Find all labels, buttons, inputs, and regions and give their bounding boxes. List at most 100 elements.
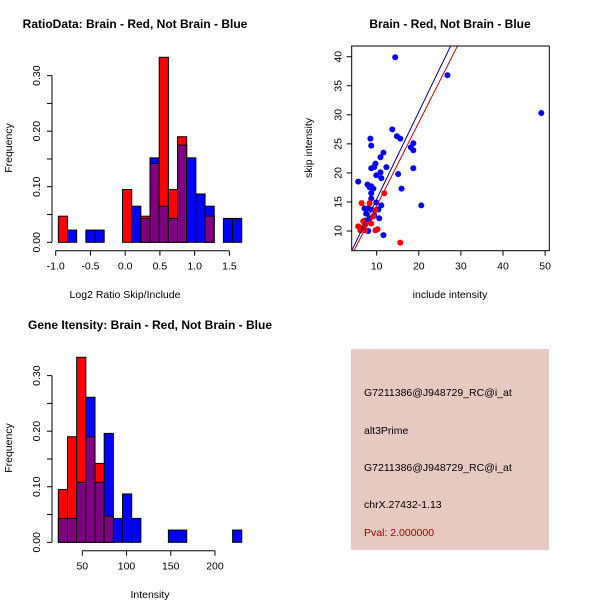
y-tick-label: 20 [333, 167, 345, 179]
overlap-bar [149, 162, 160, 243]
y-tick-label: 0.20 [31, 421, 43, 442]
blue-bar [177, 529, 188, 543]
event-type: alt3Prime [364, 425, 409, 437]
blue-fit-line [351, 46, 452, 251]
gene-intensity-histogram: Gene Itensity: Brain - Red, Not Brain - … [3, 318, 272, 600]
blue-point [398, 185, 405, 192]
blue-bar [94, 229, 105, 243]
blue-point [373, 172, 380, 179]
blue-point [380, 149, 387, 156]
probe-id: G7211386@J948729_RC@i_at [364, 387, 512, 399]
red-point [366, 200, 373, 207]
blue-point [368, 195, 375, 202]
blue-bar [186, 157, 197, 243]
x-tick-label: -1.0 [47, 261, 65, 273]
x-tick-label: 20 [413, 261, 425, 273]
overlap-bar [167, 217, 179, 243]
overlap-bar [94, 481, 105, 543]
x-tick-label: 1.5 [222, 261, 237, 273]
red-fit-line [353, 46, 459, 251]
y-tick-label: 0.00 [31, 232, 43, 253]
intensity-scatter: Brain - Red, Not Brain - Blue include in… [303, 17, 551, 301]
blue-point [378, 175, 385, 182]
x-tick-label: 150 [162, 561, 180, 573]
pval-text: Pval: 2.000000 [364, 527, 434, 539]
overlap-bar [85, 436, 96, 543]
x-tick-label: 0.0 [118, 261, 133, 273]
blue-bar [122, 493, 133, 543]
x-tick-label: 40 [497, 261, 509, 273]
blue-point [367, 135, 374, 142]
blue-bar [131, 517, 142, 543]
blue-bar [222, 217, 234, 243]
x-tick-label: 30 [455, 261, 467, 273]
blue-bar [195, 193, 206, 243]
blue-point [377, 154, 384, 161]
x-tick-label: 200 [206, 561, 224, 573]
blue-bar [131, 205, 142, 243]
info-panel: G7211386@J948729_RC@i_at alt3Prime G7211… [351, 349, 549, 550]
y-tick-label: 30 [333, 109, 345, 121]
y-tick-label: 0.30 [31, 65, 43, 86]
y-tick-label: 25 [333, 138, 345, 150]
y-tick-label: 15 [333, 196, 345, 208]
blue-bar [112, 517, 124, 543]
x-tick-label: 1.0 [187, 261, 202, 273]
location: chrX.27432-1.13 [364, 499, 442, 511]
y-tick-label: 40 [333, 51, 345, 63]
y-tick-label: 10 [333, 225, 345, 237]
blue-point [380, 232, 387, 239]
y-tick-label: 0.30 [31, 365, 43, 386]
blue-point [395, 171, 402, 178]
red-bar [57, 215, 69, 243]
intensity-scatter-ylabel: skip intensity [303, 117, 315, 178]
overlap-bar [67, 517, 78, 543]
intensity-scatter-xlabel: include intensity [413, 289, 488, 301]
plot-box [351, 45, 550, 252]
gene-intensity-xlabel: Intensity [130, 589, 170, 600]
blue-bar [167, 529, 179, 543]
blue-point [383, 164, 390, 171]
x-tick-label: -0.5 [81, 261, 99, 273]
intensity-scatter-title: Brain - Red, Not Brain - Blue [369, 17, 531, 31]
y-tick-label: 0.20 [31, 121, 43, 142]
x-tick-label: 100 [118, 561, 136, 573]
x-tick-label: 10 [371, 261, 383, 273]
blue-bar [85, 229, 96, 243]
ratio-histogram: RatioData: Brain - Red, Not Brain - Blue… [3, 17, 248, 301]
blue-point [389, 126, 396, 133]
gene-intensity-title: Gene Itensity: Brain - Red, Not Brain - … [28, 318, 272, 332]
plot-area [351, 46, 545, 251]
y-tick-label: 0.00 [31, 532, 43, 553]
blue-point [377, 169, 384, 176]
blue-point [538, 110, 545, 117]
red-point [397, 239, 404, 246]
blue-point [370, 185, 377, 192]
blue-point [363, 210, 370, 217]
blue-bar [67, 229, 78, 243]
blue-point [368, 142, 375, 149]
ratio-histogram-title: RatioData: Brain - Red, Not Brain - Blue [23, 17, 248, 31]
blue-point [392, 54, 399, 61]
overlap-bar [103, 515, 114, 543]
overlap-bar [57, 517, 69, 543]
overlap-bar [158, 205, 169, 243]
blue-point [368, 165, 375, 172]
blue-point [410, 147, 417, 154]
probe-id-2: G7211386@J948729_RC@i_at [364, 462, 512, 474]
ratio-histogram-xlabel: Log2 Ratio Skip/Include [70, 289, 181, 301]
x-tick-label: 0.5 [153, 261, 168, 273]
x-tick-label: 50 [76, 561, 88, 573]
info-panel-background [351, 349, 549, 550]
blue-bar [232, 529, 243, 543]
overlap-bar [76, 481, 87, 543]
overlap-bar [140, 217, 151, 243]
blue-point [418, 202, 425, 209]
blue-point [355, 178, 362, 185]
red-point [358, 200, 365, 207]
red-bar [122, 189, 133, 243]
blue-point [376, 215, 383, 222]
red-point [374, 226, 381, 233]
blue-point [368, 190, 375, 197]
